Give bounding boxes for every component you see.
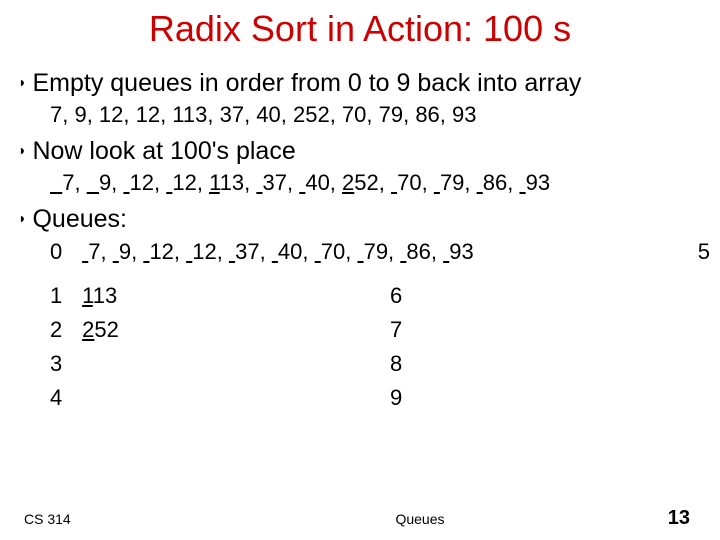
bullet-2-sub: 7, 9, 12, 12, 113, 37, 40, 252, 70, 79, … [50,169,702,198]
queue-row: 2 252 [50,313,390,347]
queue-row: 8 [390,347,590,381]
queue-row: 1 113 [50,279,390,313]
footer-left: CS 314 [0,511,240,527]
queue-row: 6 [390,279,590,313]
queue-row: 3 [50,347,390,381]
queue-0-content: 0 7, 9, 12, 12, 37, 40, 70, 79, 86, 93 [50,239,474,265]
slide-title: Radix Sort in Action: 100 s [0,0,720,62]
bullet-3: ◗ Queues: [18,204,702,235]
queue-col-right: 6789 [390,279,590,415]
footer-right: 13 [600,507,720,530]
queue-row: 9 [390,381,590,415]
bullet-1-text: Empty queues in order from 0 to 9 back i… [32,68,581,99]
slide-content: ◗ Empty queues in order from 0 to 9 back… [0,68,720,415]
queue-row: 4 [50,381,390,415]
bullet-2: ◗ Now look at 100's place [18,136,702,167]
slide-footer: CS 314 Queues 13 [0,507,720,530]
footer-center: Queues [240,511,600,527]
queue-row-0: 0 7, 9, 12, 12, 37, 40, 70, 79, 86, 93 5 [50,239,710,265]
bullet-3-text: Queues: [32,204,127,235]
queue-col-left: 1 1132 2523 4 [50,279,390,415]
bullet-1: ◗ Empty queues in order from 0 to 9 back… [18,68,702,99]
queues-section: 0 7, 9, 12, 12, 37, 40, 70, 79, 86, 93 5… [50,239,702,415]
bullet-2-text: Now look at 100's place [32,136,295,167]
bullet-1-sub: 7, 9, 12, 12, 113, 37, 40, 252, 70, 79, … [50,101,702,130]
bullet-marker: ◗ [18,136,26,164]
bullet-marker: ◗ [18,204,26,232]
title-text: Radix Sort in Action: 100 s [149,8,571,49]
bullet-marker: ◗ [18,68,26,96]
queue-0-right: 5 [698,239,710,265]
queue-row: 7 [390,313,590,347]
queue-grid: 1 1132 2523 4 6789 [50,279,702,415]
